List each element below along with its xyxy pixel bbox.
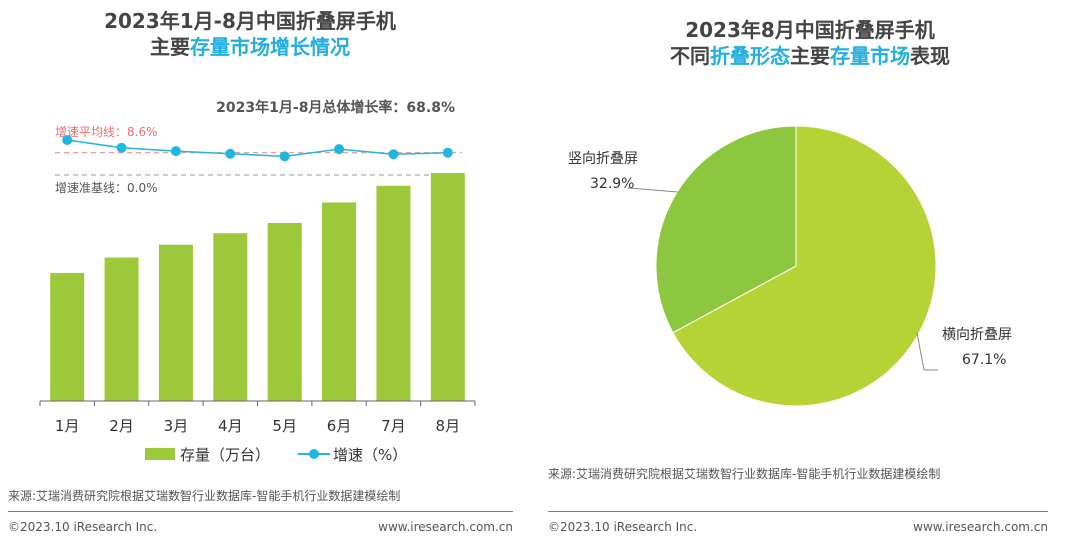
right-title-part-a: 不同 (670, 44, 710, 68)
pie-leader-vertical (627, 187, 679, 193)
pie-value-horizontal: 67.1% (962, 352, 1006, 368)
right-footer-rule (548, 511, 1048, 512)
bar-8月 (430, 173, 465, 401)
bar-2月 (104, 257, 139, 401)
base-line-label: 增速准基线：0.0% (55, 181, 158, 195)
pie-slice-vertical (655, 125, 797, 334)
right-footer-copyright: ©2023.10 iResearch Inc. (548, 520, 698, 534)
left-title-line1: 2023年1月-8月中国折叠屏手机 (104, 9, 396, 33)
left-source-note: 来源:艾瑞消费研究院根据艾瑞数智行业数据库-智能手机行业数据建模绘制 (8, 489, 401, 503)
bar-3月 (158, 244, 193, 401)
growth-point-4月 (225, 148, 236, 159)
bar-5月 (267, 222, 302, 401)
x-tick-label: 6月 (327, 417, 352, 435)
left-footer-rule (8, 511, 513, 512)
x-tick-label: 7月 (381, 417, 406, 435)
growth-point-8月 (442, 147, 453, 158)
pie-value-vertical: 32.9% (590, 176, 634, 192)
bar-6月 (322, 202, 357, 401)
bar-4月 (213, 233, 248, 401)
right-title-part-c: 主要 (790, 44, 830, 68)
left-footer-copyright: ©2023.10 iResearch Inc. (8, 520, 158, 534)
growth-point-1月 (62, 135, 73, 145)
x-tick-label: 4月 (218, 417, 243, 435)
legend-line-label: 增速（%） (333, 446, 407, 464)
bar-7月 (376, 185, 411, 401)
bar-line-chart: 2023年1月-8月总体增长率：68.8% 增速平均线：8.6% 增速准基线：0… (39, 99, 476, 464)
left-title-line2: 主要存量市场增长情况 (40, 34, 460, 60)
pie-slice-horizontal (672, 125, 937, 407)
left-title-line2-highlight: 存量市场增长情况 (190, 35, 350, 59)
left-footer-website: www.iresearch.com.cn (378, 520, 513, 534)
x-tick-label: 3月 (164, 417, 189, 435)
right-chart-title: 2023年8月中国折叠屏手机 不同折叠形态主要存量市场表现 (560, 17, 1060, 69)
avg-line-label: 增速平均线：8.6% (55, 125, 158, 139)
pie-leader-horizontal (916, 332, 938, 371)
growth-line (67, 139, 448, 158)
bar-1月 (50, 272, 85, 401)
right-title-part-b: 折叠形态 (710, 44, 790, 68)
legend-bar-label: 存量（万台） (180, 446, 270, 464)
right-title-part-e: 表现 (910, 44, 950, 68)
pie-label-horizontal: 横向折叠屏 (942, 327, 1012, 343)
growth-point-2月 (116, 142, 127, 153)
growth-point-5月 (279, 151, 290, 162)
growth-point-3月 (170, 146, 181, 157)
right-title-line2: 不同折叠形态主要存量市场表现 (560, 43, 1060, 69)
x-tick-label: 8月 (436, 417, 461, 435)
right-source-note: 来源:艾瑞消费研究院根据艾瑞数智行业数据库-智能手机行业数据建模绘制 (548, 467, 941, 481)
left-title-line2-pre: 主要 (150, 35, 190, 59)
total-growth-annotation: 2023年1月-8月总体增长率：68.8% (216, 99, 455, 116)
x-tick-label: 2月 (109, 417, 134, 435)
legend-bar-swatch (145, 448, 175, 460)
x-tick-label: 1月 (55, 417, 80, 435)
pie-chart: 竖向折叠屏 32.9% 横向折叠屏 67.1% (568, 125, 1012, 407)
legend-line-marker (309, 449, 319, 459)
growth-point-6月 (334, 144, 345, 155)
x-tick-label: 5月 (272, 417, 297, 435)
right-title-line1: 2023年8月中国折叠屏手机 (685, 18, 935, 42)
pie-label-vertical: 竖向折叠屏 (568, 151, 638, 167)
right-title-part-d: 存量市场 (830, 44, 910, 68)
growth-point-7月 (388, 149, 399, 160)
right-footer-website: www.iresearch.com.cn (913, 520, 1048, 534)
left-chart-title: 2023年1月-8月中国折叠屏手机 主要存量市场增长情况 (40, 8, 460, 60)
